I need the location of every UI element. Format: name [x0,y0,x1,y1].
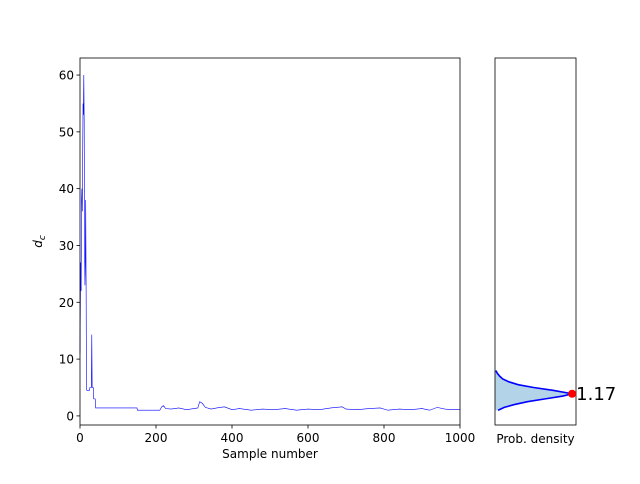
y-tick-label: 20 [59,296,74,310]
x-tick-label: 600 [297,431,320,445]
y-tick-label: 40 [59,182,74,196]
marker-point [568,389,577,398]
x-tick-label: 0 [76,431,84,445]
y-tick-label: 10 [59,353,74,367]
axes-frame [494,57,577,426]
x-tick-label: 400 [221,431,244,445]
x-tick-label: 800 [373,431,396,445]
x-axis-label: Sample number [222,447,318,461]
trace-line [79,75,460,411]
x-tick-label: 200 [145,431,168,445]
x-axis-label: Prob. density [496,432,574,446]
y-axis-label-main: d [31,240,45,248]
y-tick-label: 30 [59,239,74,253]
density-area [495,370,573,411]
axes-frame [79,57,461,426]
annotation: 1.17 [576,384,616,405]
y-tick-label: 60 [59,69,74,83]
y-tick-label: 50 [59,125,74,139]
y-tick-label: 0 [66,409,74,423]
density-line [495,370,573,411]
x-tick-label: 1000 [445,431,476,445]
y-axis-label: dc [31,235,48,248]
y-axis-label-sub: c [38,235,48,240]
